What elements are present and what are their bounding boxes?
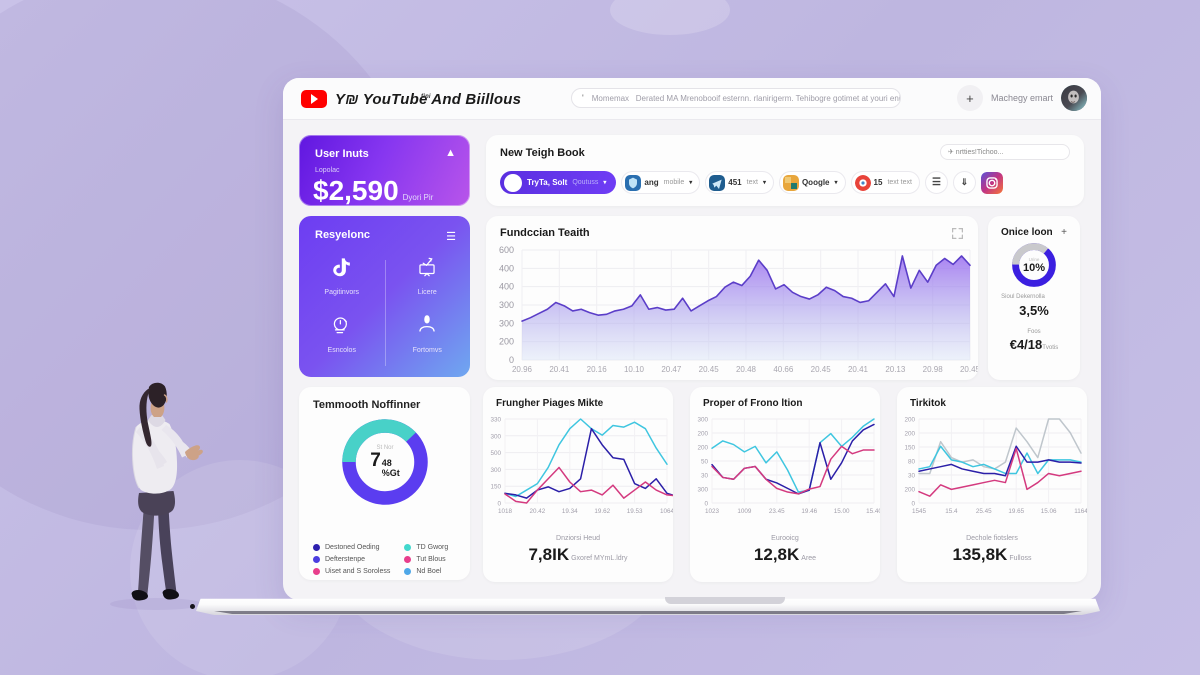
svg-text:1018: 1018 <box>498 508 513 515</box>
svg-text:50: 50 <box>701 459 709 466</box>
svg-text:300: 300 <box>490 433 501 440</box>
svg-text:150: 150 <box>490 484 501 491</box>
svg-text:20.45: 20.45 <box>960 365 978 374</box>
svg-text:200: 200 <box>499 337 514 347</box>
svg-text:200: 200 <box>904 431 915 438</box>
svg-text:23.45: 23.45 <box>769 508 785 515</box>
svg-text:20.96: 20.96 <box>512 365 533 374</box>
svg-text:200: 200 <box>697 431 708 438</box>
svg-text:0: 0 <box>509 355 514 365</box>
svg-text:1064: 1064 <box>660 508 673 515</box>
svg-text:1009: 1009 <box>737 508 752 515</box>
svg-text:0: 0 <box>497 501 501 508</box>
svg-text:300: 300 <box>499 318 514 328</box>
svg-text:19.62: 19.62 <box>594 508 610 515</box>
svg-text:1164: 1164 <box>1074 508 1087 515</box>
svg-text:150: 150 <box>904 445 915 452</box>
svg-text:20.45: 20.45 <box>811 365 832 374</box>
svg-text:200: 200 <box>904 417 915 424</box>
svg-text:0: 0 <box>911 501 915 508</box>
svg-text:15.40: 15.40 <box>866 508 880 515</box>
svg-text:20.98: 20.98 <box>923 365 944 374</box>
svg-text:30: 30 <box>908 473 916 480</box>
svg-text:200: 200 <box>697 445 708 452</box>
svg-text:20.45: 20.45 <box>699 365 720 374</box>
svg-text:300: 300 <box>697 487 708 494</box>
svg-text:200: 200 <box>904 487 915 494</box>
svg-text:330: 330 <box>490 417 501 424</box>
svg-text:40.66: 40.66 <box>773 365 794 374</box>
svg-text:20.41: 20.41 <box>549 365 570 374</box>
svg-text:20.48: 20.48 <box>736 365 757 374</box>
svg-text:20.13: 20.13 <box>885 365 906 374</box>
svg-text:19.53: 19.53 <box>627 508 643 515</box>
svg-text:300: 300 <box>697 417 708 424</box>
svg-text:1023: 1023 <box>705 508 720 515</box>
svg-text:10.10: 10.10 <box>624 365 645 374</box>
svg-text:300: 300 <box>499 300 514 310</box>
svg-text:20.41: 20.41 <box>848 365 869 374</box>
svg-text:400: 400 <box>499 282 514 292</box>
svg-text:25.45: 25.45 <box>976 508 992 515</box>
svg-text:0: 0 <box>704 501 708 508</box>
svg-text:30: 30 <box>701 473 709 480</box>
svg-text:15.06: 15.06 <box>1041 508 1057 515</box>
svg-text:20.16: 20.16 <box>587 365 608 374</box>
svg-text:300: 300 <box>490 467 501 474</box>
svg-text:600: 600 <box>499 245 514 255</box>
svg-text:15.00: 15.00 <box>834 508 850 515</box>
svg-text:19.46: 19.46 <box>801 508 817 515</box>
svg-text:19.34: 19.34 <box>562 508 578 515</box>
svg-text:15.4: 15.4 <box>945 508 958 515</box>
svg-text:500: 500 <box>490 450 501 457</box>
svg-text:20.47: 20.47 <box>661 365 682 374</box>
svg-text:19.65: 19.65 <box>1008 508 1024 515</box>
svg-text:400: 400 <box>499 263 514 273</box>
svg-text:1545: 1545 <box>912 508 927 515</box>
svg-text:20.42: 20.42 <box>530 508 546 515</box>
svg-text:80: 80 <box>908 459 916 466</box>
